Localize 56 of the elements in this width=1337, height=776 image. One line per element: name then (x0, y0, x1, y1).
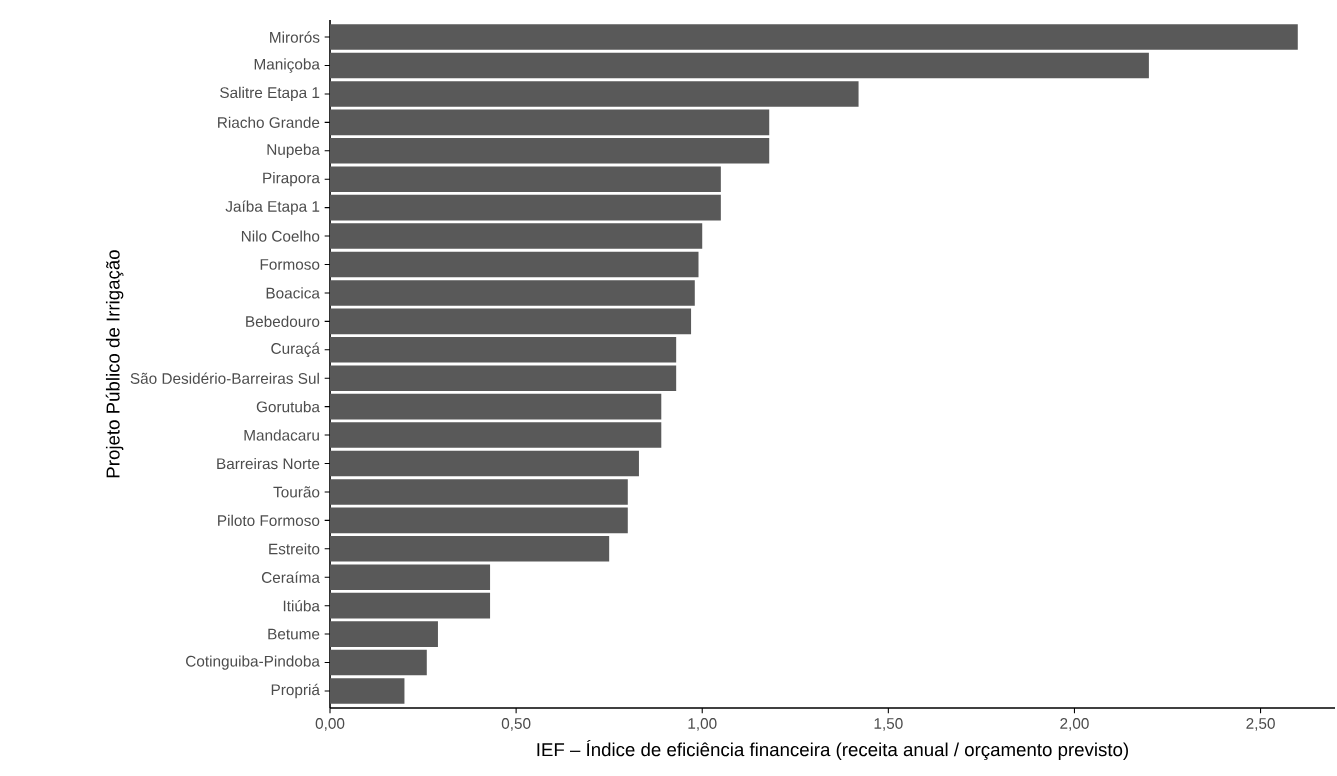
bar (330, 678, 405, 704)
y-tick-label: Formoso (260, 259, 320, 270)
bar (330, 24, 1298, 50)
y-tick-label: São Desidério-Barreiras Sul (130, 372, 319, 384)
y-tick-label: Pirapora (263, 172, 320, 187)
y-tick-label: Ceraíma (261, 571, 320, 583)
y-tick-label: Propriá (271, 683, 320, 699)
bar (330, 422, 662, 448)
y-tick-label: Piloto Formoso (218, 514, 320, 526)
y-tick-label: Betume (268, 628, 320, 640)
y-tick-label: Nilo Coelho (241, 230, 320, 242)
y-tick-label: Cotinguiba-Pindoba (186, 655, 320, 670)
y-tick-label: Barreiras Norte (217, 457, 320, 470)
x-tick-label: 1,00 (688, 718, 717, 731)
bar (330, 507, 628, 534)
y-axis-title: Projeto Público de Irrigação (105, 250, 124, 478)
y-tick-label: Boacica (266, 287, 320, 299)
bar (330, 52, 1149, 79)
y-tick-label: Nupeba (267, 143, 320, 158)
x-tick-label: 0,50 (501, 718, 531, 731)
bar (330, 592, 491, 619)
y-tick-label: Bebedouro (246, 315, 320, 327)
y-tick-label: Itiúba (283, 599, 320, 612)
x-tick-label: 2,00 (1060, 718, 1089, 731)
bar (330, 365, 677, 392)
y-tick-label: Mirorós (270, 31, 320, 43)
y-tick-label: Maniçoba (254, 58, 320, 73)
y-tick-label: Gorutuba (256, 401, 320, 413)
bar (330, 109, 770, 136)
bar (330, 393, 662, 420)
x-axis-title: IEF – Índice de eficiência financeira (receita anual / orçamento previsto) (537, 739, 1128, 761)
bar (330, 137, 770, 164)
y-tick-label: Mandacaru (244, 429, 319, 441)
bar (330, 564, 491, 591)
bar (330, 621, 438, 647)
y-tick-label: Curaçá (271, 342, 320, 358)
bar (330, 308, 692, 335)
y-tick-label: Tourão (273, 486, 320, 498)
x-tick-label: 2,50 (1246, 718, 1275, 731)
bar (330, 194, 721, 221)
bar (330, 251, 699, 278)
x-tick-label: 0,00 (315, 718, 345, 731)
bar (330, 223, 703, 249)
bar (330, 81, 859, 107)
bar (330, 649, 427, 676)
y-tick-label: Estreito (269, 543, 320, 555)
bar (330, 450, 639, 477)
y-tick-label: Salitre Etapa 1 (220, 86, 320, 102)
y-tick-label: Jaíba Etapa 1 (225, 200, 320, 215)
bar (330, 166, 721, 192)
bar (330, 280, 695, 306)
bar (330, 536, 610, 562)
bar (330, 479, 628, 505)
bar (330, 337, 677, 363)
x-tick-label: 1,50 (874, 718, 903, 731)
y-tick-label: Riacho Grande (218, 116, 320, 128)
